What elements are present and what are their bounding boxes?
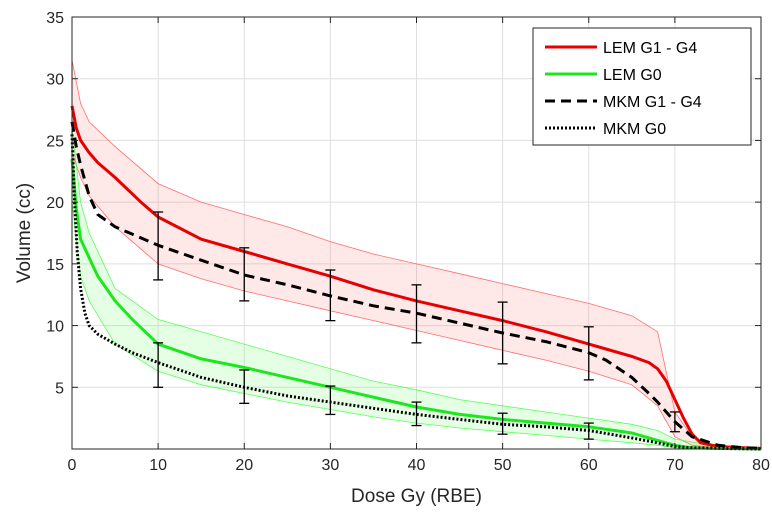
x-tick-label: 80 xyxy=(752,457,770,474)
x-tick-label: 20 xyxy=(235,457,253,474)
legend-label: MKM G1 - G4 xyxy=(603,94,702,111)
x-axis-title: Dose Gy (RBE) xyxy=(351,486,482,507)
x-tick-label: 10 xyxy=(149,457,167,474)
legend-label: LEM G1 - G4 xyxy=(603,40,697,57)
x-tick-label: 50 xyxy=(494,457,512,474)
y-tick-label: 35 xyxy=(46,10,64,27)
legend: LEM G1 - G4 LEM G0 MKM G1 - G4 MKM G0 xyxy=(533,28,751,145)
x-tick-label: 30 xyxy=(321,457,339,474)
y-tick-label: 20 xyxy=(46,195,64,212)
y-tick-label: 15 xyxy=(46,257,64,274)
y-tick-label: 30 xyxy=(46,72,64,89)
legend-label: LEM G0 xyxy=(603,67,662,84)
x-tick-label: 70 xyxy=(666,457,684,474)
y-tick-label: 25 xyxy=(46,133,64,150)
y-tick-label: 10 xyxy=(46,319,64,336)
legend-label: MKM G0 xyxy=(603,121,666,138)
y-axis-title: Volume (cc) xyxy=(14,183,35,283)
x-tick-label: 0 xyxy=(68,457,77,474)
x-tick-label: 60 xyxy=(580,457,598,474)
y-tick-label: 5 xyxy=(55,380,64,397)
x-tick-label: 40 xyxy=(408,457,426,474)
